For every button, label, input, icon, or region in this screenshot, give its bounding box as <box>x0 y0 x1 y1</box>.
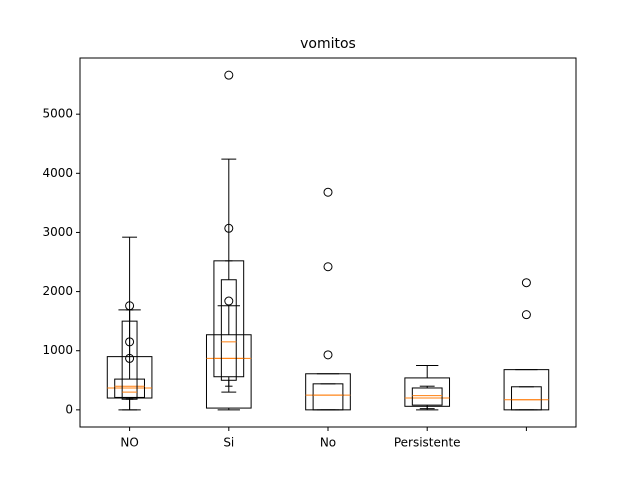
x-tick-label: NO <box>120 436 138 450</box>
x-tick-label: No <box>320 436 336 450</box>
y-tick-label: 0 <box>65 402 73 416</box>
x-tick-label: Persistente <box>394 436 461 450</box>
flier <box>323 350 333 360</box>
box <box>411 387 443 406</box>
flier <box>323 262 333 272</box>
flier <box>224 296 234 306</box>
y-tick-label: 5000 <box>42 107 73 121</box>
box <box>121 320 138 400</box>
y-tick-label: 1000 <box>42 343 73 357</box>
box <box>511 386 542 411</box>
flier <box>323 187 333 197</box>
flier <box>521 310 531 320</box>
chart-title: vomitos <box>300 36 356 52</box>
box <box>205 334 252 409</box>
box <box>220 279 237 381</box>
y-tick-label: 3000 <box>42 225 73 239</box>
flier <box>224 70 234 80</box>
box <box>312 383 344 411</box>
y-tick-label: 2000 <box>42 284 73 298</box>
box <box>114 378 145 398</box>
y-tick-label: 4000 <box>42 166 73 180</box>
flier <box>521 278 531 288</box>
x-tick-label: Si <box>223 436 234 450</box>
